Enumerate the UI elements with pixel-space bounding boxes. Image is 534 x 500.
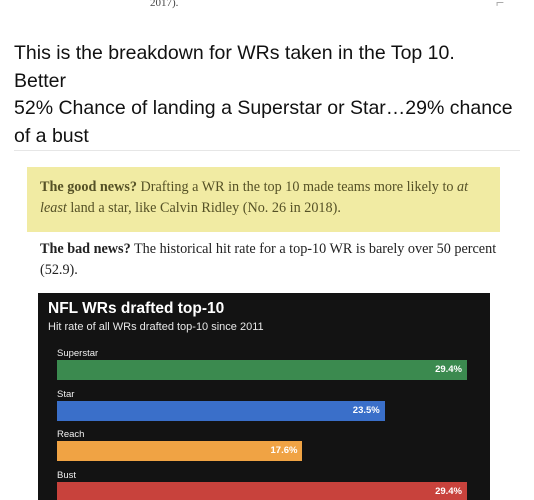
bar-chart: NFL WRs drafted top-10 Hit rate of all W…: [38, 293, 490, 500]
post-line: This is the breakdown for WRs taken in t…: [14, 42, 455, 64]
good-news-text-end: land a star, like Calvin Ridley (No. 26 …: [66, 200, 341, 216]
scroll-indicator-icon: ⌐: [496, 0, 505, 10]
bar-label-reach: Reach: [57, 429, 85, 440]
quote-divider: [14, 150, 520, 151]
post-line: 52% Chance of landing a Superstar or Sta…: [14, 97, 513, 119]
bar-value-star: 23.5%: [352, 404, 380, 416]
bad-news-text: The historical hit rate for a top-10 WR …: [40, 241, 497, 278]
bad-news-paragraph: The bad news? The historical hit rate fo…: [40, 239, 510, 281]
bar-label-star: Star: [57, 388, 75, 400]
good-news-lead: The good news?: [40, 179, 137, 195]
post-line: Better: [14, 69, 67, 92]
bar-value-reach: 17.6%: [270, 445, 298, 456]
bar-value-superstar: 29.4%: [435, 364, 462, 375]
post-body: This is the breakdown for WRs taken in t…: [14, 40, 524, 150]
good-news-text: Drafting a WR in the top 10 made teams m…: [136, 179, 458, 195]
bar-value-bust: 29.4%: [435, 485, 462, 497]
bar-label-bust: Bust: [57, 469, 77, 481]
chart-title: NFL WRs drafted top-10: [48, 300, 225, 317]
chart-subtitle: Hit rate of all WRs drafted top-10 since…: [48, 321, 264, 333]
post-line: of a bust: [14, 124, 89, 147]
bar-bust: 29.4%: [57, 481, 467, 500]
previous-text-fragment: 2017).: [150, 0, 179, 9]
good-news-emphasis: at least: [40, 179, 469, 216]
bar-label-superstar: Superstar: [57, 348, 99, 359]
bar-reach: 17.6%: [57, 441, 303, 461]
bar-superstar: 29.4%: [57, 360, 467, 380]
good-news-highlight: The good news? Drafting a WR in the top …: [27, 167, 500, 232]
bad-news-lead: The bad news?: [40, 241, 131, 257]
bar-star: 23.5%: [57, 400, 385, 421]
good-news-paragraph: The good news? Drafting a WR in the top …: [40, 177, 495, 219]
